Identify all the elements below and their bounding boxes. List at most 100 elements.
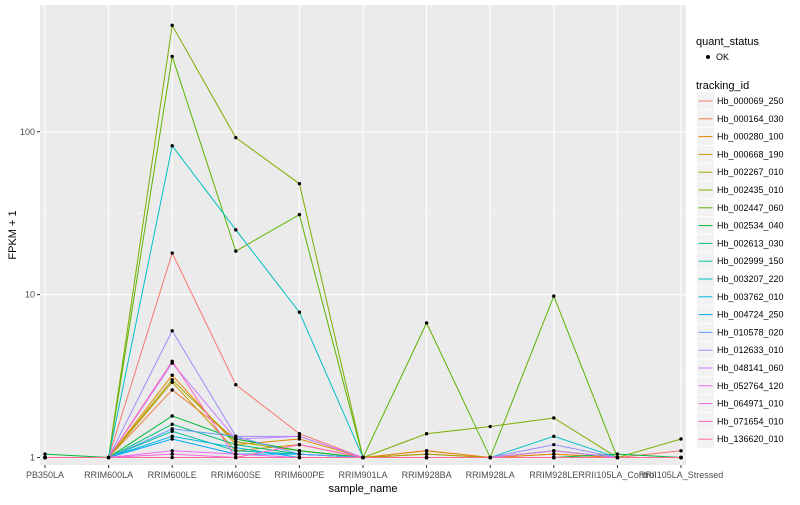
data-point [679, 437, 683, 441]
x-tick-label: PB350LA [26, 470, 64, 480]
data-point [552, 442, 556, 447]
data-point [424, 321, 429, 325]
x-tick-label: RRIM928BA [402, 470, 452, 480]
data-point [234, 249, 238, 253]
y-tick-label: 10 [25, 290, 35, 300]
data-point [552, 416, 556, 420]
legend-label: Hb_000668_190 [717, 149, 784, 159]
legend-label: Hb_002267_010 [717, 167, 784, 177]
x-tick-label: RRII105LA_Stressed [639, 470, 724, 480]
data-point [424, 432, 429, 436]
legend-label: Hb_003207_220 [717, 274, 784, 284]
data-point [552, 449, 556, 453]
x-axis-title: sample_name [328, 483, 397, 495]
data-point [297, 452, 302, 456]
data-point [43, 452, 47, 456]
legend-label: Hb_002435_010 [717, 185, 784, 195]
y-axis-title: FPKM + 1 [7, 210, 19, 259]
data-point [170, 452, 174, 456]
data-point [170, 144, 174, 148]
x-tick-label: RRIM600LA [84, 470, 133, 480]
x-tick-label: RRIM600SE [211, 470, 261, 480]
legend: quant_status OK tracking_id Hb_000069_25… [696, 36, 784, 448]
data-point [552, 434, 556, 439]
data-point [297, 434, 302, 439]
legend-label: Hb_002534_040 [717, 221, 784, 231]
data-point [170, 23, 174, 28]
legend-label: Hb_000069_250 [717, 96, 784, 106]
data-point [234, 449, 238, 453]
x-axis: PB350LA RRIM600LA RRIM600LE RRIM600SE RRIM60… [26, 465, 723, 480]
data-point [170, 373, 174, 377]
legend-label: Hb_002447_060 [717, 203, 784, 213]
data-point [424, 452, 429, 456]
data-point [297, 310, 302, 314]
data-point [234, 452, 238, 456]
data-point [106, 455, 111, 460]
data-point [234, 434, 238, 439]
data-point [234, 440, 238, 444]
data-point [361, 455, 365, 460]
legend-label: Hb_002999_150 [717, 256, 784, 266]
data-point [297, 455, 302, 460]
data-point [170, 434, 174, 439]
legend-label: Hb_071654_010 [717, 416, 784, 426]
data-point [170, 437, 174, 441]
legend-label: Hb_004724_250 [717, 310, 784, 320]
data-point [170, 414, 174, 418]
data-point [170, 378, 174, 382]
legend-label: Hb_052764_120 [717, 381, 784, 391]
data-point [170, 449, 174, 453]
data-point [170, 422, 174, 426]
data-point [234, 455, 238, 460]
legend-label: Hb_012633_010 [717, 345, 784, 355]
legend-label: Hb_010578_020 [717, 327, 784, 337]
data-point [170, 388, 174, 392]
y-tick-label: 1 [30, 453, 35, 463]
legend-label: Hb_064971_010 [717, 399, 784, 409]
data-point [552, 452, 556, 456]
data-point [234, 135, 238, 140]
data-point [170, 455, 174, 460]
data-point [552, 455, 556, 460]
data-point [488, 424, 492, 429]
data-point [170, 251, 174, 255]
data-point [679, 455, 683, 460]
data-point [297, 181, 302, 186]
data-point [679, 449, 683, 453]
data-points [43, 23, 683, 460]
x-tick-label: RRIM928LA [466, 470, 515, 480]
data-point [234, 383, 238, 387]
legend-label: Hb_048141_060 [717, 363, 784, 373]
legend-label: Hb_000280_100 [717, 132, 784, 142]
data-point [234, 437, 238, 441]
x-tick-label: RRIM600LE [148, 470, 197, 480]
data-point [297, 432, 302, 436]
legend-label: Hb_003762_010 [717, 292, 784, 302]
data-point [424, 455, 429, 460]
data-point [43, 455, 47, 460]
data-point [170, 54, 174, 59]
x-tick-label: RRIM901LA [338, 470, 387, 480]
data-point [297, 212, 302, 217]
data-point [297, 449, 302, 453]
data-point [297, 437, 302, 441]
data-point [424, 449, 429, 453]
legend-shape-label: OK [716, 52, 729, 62]
data-point [170, 329, 174, 333]
legend-shape-point [706, 55, 710, 59]
legend-shape-title: quant_status [696, 36, 759, 48]
data-point [297, 442, 302, 447]
data-point [170, 380, 174, 384]
data-point [234, 442, 238, 447]
data-point [170, 427, 174, 431]
legend-color-title: tracking_id [696, 80, 749, 92]
legend-label: Hb_002613_030 [717, 238, 784, 248]
x-tick-label: RRIM600PE [274, 470, 324, 480]
data-point [488, 455, 492, 460]
x-tick-label: RRIM928LE [529, 470, 578, 480]
data-point [234, 228, 238, 232]
data-point [170, 429, 174, 433]
